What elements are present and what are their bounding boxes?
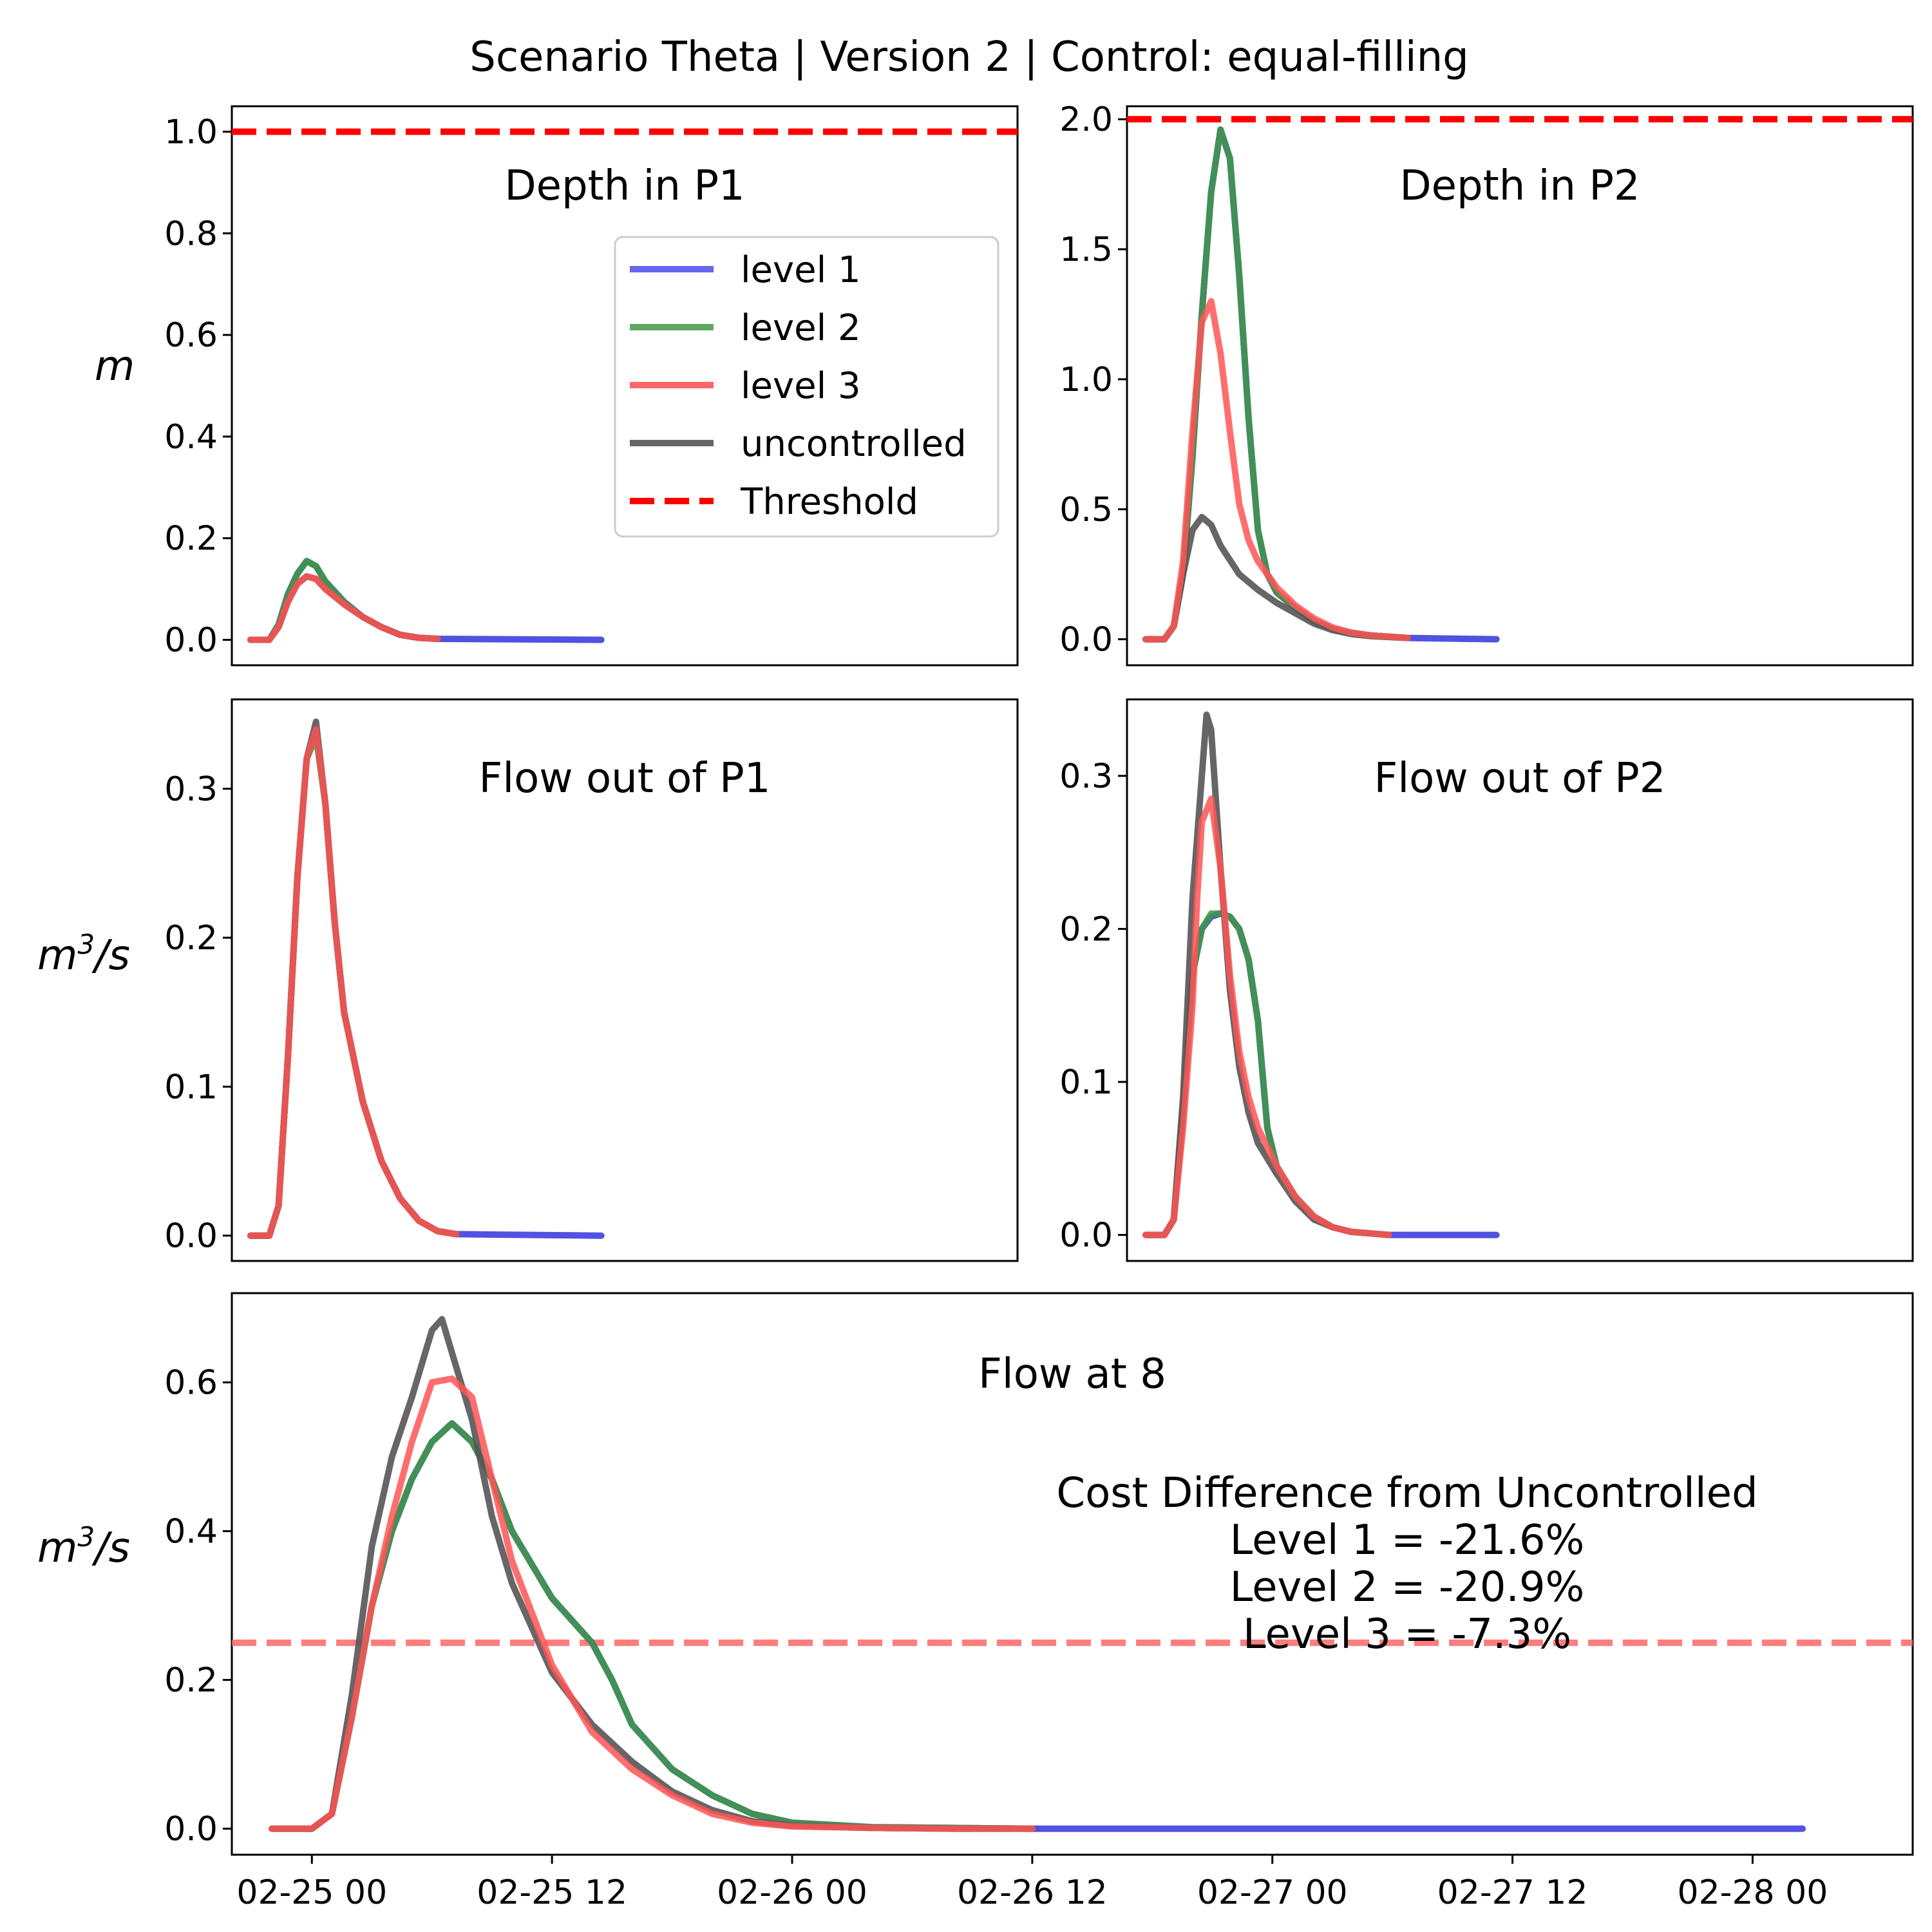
legend-label: level 3: [741, 365, 861, 407]
y-tick-label: 0.0: [164, 1810, 218, 1849]
axes-frame: [231, 698, 1019, 1262]
cost-difference-level-2: Level 2 = -20.9%: [1230, 1564, 1585, 1611]
axes-frame: [1126, 105, 1914, 667]
y-ticks: 0.0 0.1 0.2 0.3: [1059, 757, 1127, 1255]
y-axis-label: m3/s: [37, 1521, 130, 1572]
legend-label: uncontrolled: [741, 423, 967, 465]
x-ticks: 02-25 00 02-25 12 02-26 00 02-26 12 02-27 00…: [236, 1855, 1828, 1912]
y-tick-label: 0.3: [164, 770, 218, 809]
y-ticks: 0.0 0.1 0.2 0.3: [164, 770, 232, 1256]
legend-label: Threshold: [740, 481, 918, 523]
legend-box: [614, 236, 999, 538]
y-tick-label: 1.0: [1059, 361, 1113, 399]
figure-title: Scenario Theta | Version 2 | Control: eq…: [469, 33, 1469, 81]
plot-area: [247, 718, 605, 1239]
series-line-level-3: [247, 726, 460, 1239]
series-line-level-3: [1142, 298, 1411, 643]
y-tick-label: 0.8: [164, 214, 218, 253]
x-tick-label: 02-27 00: [1197, 1873, 1348, 1912]
x-tick-label: 02-26 12: [957, 1873, 1108, 1912]
y-tick-label: 0.0: [1059, 621, 1113, 659]
series-line-level-3: [1142, 795, 1392, 1238]
y-tick-label: 0.1: [1059, 1063, 1113, 1102]
y-tick-label: 0.0: [1059, 1217, 1113, 1255]
x-tick-label: 02-27 12: [1437, 1873, 1588, 1912]
plot-area: [1142, 711, 1500, 1238]
panel-flow-8: Flow at 8 m3/s 0.00.20.40.6 02-25 00 02-2…: [37, 1292, 1914, 1912]
cost-difference-title: Cost Difference from Uncontrolled: [1056, 1470, 1757, 1517]
series-line-level-3: [269, 1375, 1036, 1832]
legend: level 1 level 2 level 3 uncontrolled Thr…: [614, 236, 999, 538]
panel-flow-p1: Flow out of P1 m3/s 0.00.10.20.3: [37, 698, 1019, 1262]
y-tick-label: 0.5: [1059, 491, 1113, 529]
y-tick-label: 0.0: [164, 621, 218, 660]
panel-depth-p2: Depth in P2 0.0 0.5 1.0 1.5 2.0: [1059, 100, 1914, 667]
y-axis-label: m: [95, 343, 135, 390]
y-tick-label: 0.4: [164, 418, 218, 457]
y-tick-label: 0.3: [1059, 757, 1113, 796]
y-tick-label: 0.2: [1059, 910, 1113, 949]
y-tick-label: 0.2: [164, 520, 218, 558]
y-tick-label: 0.2: [164, 1662, 218, 1700]
legend-label: level 2: [741, 307, 861, 349]
axes-frame: [1126, 698, 1914, 1262]
y-tick-label: 0.4: [164, 1513, 218, 1551]
cost-difference-level-3: Level 3 = -7.3%: [1243, 1611, 1571, 1658]
plot-area: [232, 128, 1018, 643]
y-tick-label: 0.1: [164, 1068, 218, 1106]
y-tick-label: 1.0: [164, 113, 218, 151]
y-tick-label: 2.0: [1059, 100, 1113, 139]
cost-difference-annotation: Cost Difference from Uncontrolled Level …: [1056, 1470, 1757, 1658]
x-tick-label: 02-25 00: [236, 1873, 387, 1912]
legend-label: level 1: [741, 249, 861, 291]
plot-area: [232, 1316, 1913, 1832]
x-tick-label: 02-28 00: [1678, 1873, 1828, 1912]
panel-title: Flow out of P1: [479, 755, 771, 802]
panel-title: Depth in P1: [504, 162, 744, 210]
panel-title: Flow out of P2: [1374, 755, 1666, 802]
panel-flow-p2: Flow out of P2 0.0 0.1 0.2 0.3: [1059, 698, 1914, 1262]
y-ticks: 0.0 0.2 0.4 0.6 0.8 1.0: [164, 113, 232, 660]
x-tick-label: 02-26 00: [717, 1873, 867, 1912]
plot-area: [1127, 116, 1913, 643]
x-tick-label: 02-25 12: [477, 1873, 627, 1912]
y-tick-label: 0.2: [164, 919, 218, 958]
panel-title: Flow at 8: [978, 1350, 1166, 1398]
y-ticks: 0.0 0.5 1.0 1.5 2.0: [1059, 100, 1127, 659]
y-ticks: 0.0 0.2 0.4 0.6: [164, 1364, 232, 1849]
cost-difference-level-1: Level 1 = -21.6%: [1230, 1517, 1585, 1564]
y-tick-label: 1.5: [1059, 231, 1113, 269]
y-tick-label: 0.0: [164, 1217, 218, 1256]
y-tick-label: 0.6: [164, 1364, 218, 1403]
series-line-level-3: [247, 573, 441, 643]
panel-title: Depth in P2: [1399, 162, 1640, 210]
y-tick-label: 0.6: [164, 316, 218, 355]
